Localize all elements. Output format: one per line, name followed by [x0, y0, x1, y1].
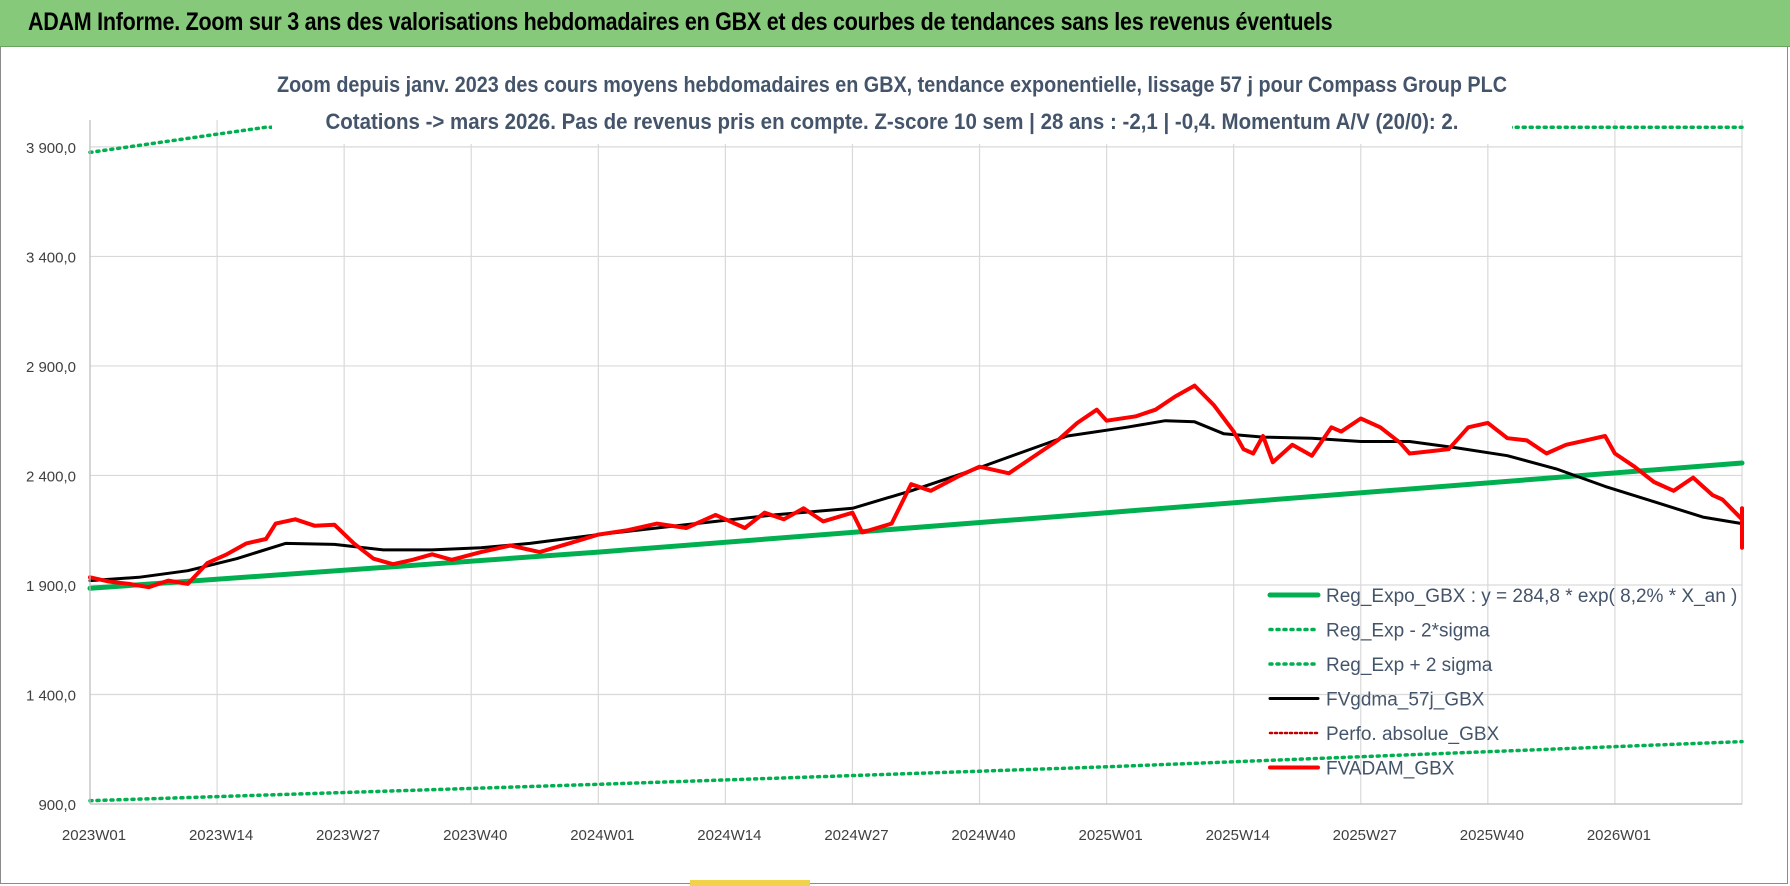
x-tick-label: 2023W14 [189, 827, 253, 844]
x-tick-label: 2025W14 [1206, 827, 1270, 844]
x-tick-label: 2024W14 [697, 827, 761, 844]
x-tick-label: 2023W27 [316, 827, 380, 844]
x-tick-label: 2024W01 [570, 827, 634, 844]
legend-label-fvadam: FVADAM_GBX [1326, 759, 1455, 780]
x-tick-label: 2023W01 [62, 827, 126, 844]
series-line-sigma_minus [88, 739, 1744, 803]
legend-label-expo: Reg_Expo_GBX : y = 284,8 * exp( 8,2% * X… [1326, 586, 1737, 607]
series-line-sma [88, 419, 1744, 583]
x-tick-label: 2026W01 [1587, 827, 1651, 844]
series-line-expo [87, 460, 1745, 591]
legend-label-sigma_plus: Reg_Exp + 2 sigma [1326, 655, 1493, 676]
x-tick-label: 2024W27 [824, 827, 888, 844]
series-line-fvadam [88, 383, 1744, 590]
banner: ADAM Informe. Zoom sur 3 ans des valoris… [0, 0, 1790, 47]
title-background [272, 68, 1512, 144]
bottom-marker [690, 880, 810, 886]
chart-title: Zoom depuis janv. 2023 des cours moyens … [272, 68, 1512, 144]
legend: Reg_Expo_GBX : y = 284,8 * exp( 8,2% * X… [1267, 586, 1737, 780]
legend-label-perfo: Perfo. absolue_GBX [1326, 724, 1500, 745]
axes: 900,0 1 400,0 1 900,0 2 400,0 2 900,0 3 400,0… [26, 120, 1742, 844]
banner-title: ADAM Informe. Zoom sur 3 ans des valoris… [28, 8, 1333, 36]
y-tick-label: 900,0 [38, 797, 76, 814]
x-tick-label: 2025W01 [1079, 827, 1143, 844]
y-tick-label: 2 400,0 [26, 468, 76, 485]
x-tick-label: 2024W40 [951, 827, 1015, 844]
legend-label-sma: FVgdma_57j_GBX [1326, 690, 1485, 711]
chart-title-line-2: Cotations -> mars 2026. Pas de revenus p… [326, 109, 1459, 134]
legend-label-sigma_minus: Reg_Exp - 2*sigma [1326, 621, 1490, 642]
y-tick-label: 3 900,0 [26, 140, 76, 157]
x-tick-label: 2025W27 [1333, 827, 1397, 844]
y-tick-label: 1 400,0 [26, 687, 76, 704]
x-tick-label: 2025W40 [1460, 827, 1524, 844]
chart-title-line-1: Zoom depuis janv. 2023 des cours moyens … [277, 72, 1507, 97]
y-tick-label: 1 900,0 [26, 578, 76, 595]
y-tick-label: 3 400,0 [26, 249, 76, 266]
x-tick-label: 2023W40 [443, 827, 507, 844]
y-tick-label: 2 900,0 [26, 359, 76, 376]
